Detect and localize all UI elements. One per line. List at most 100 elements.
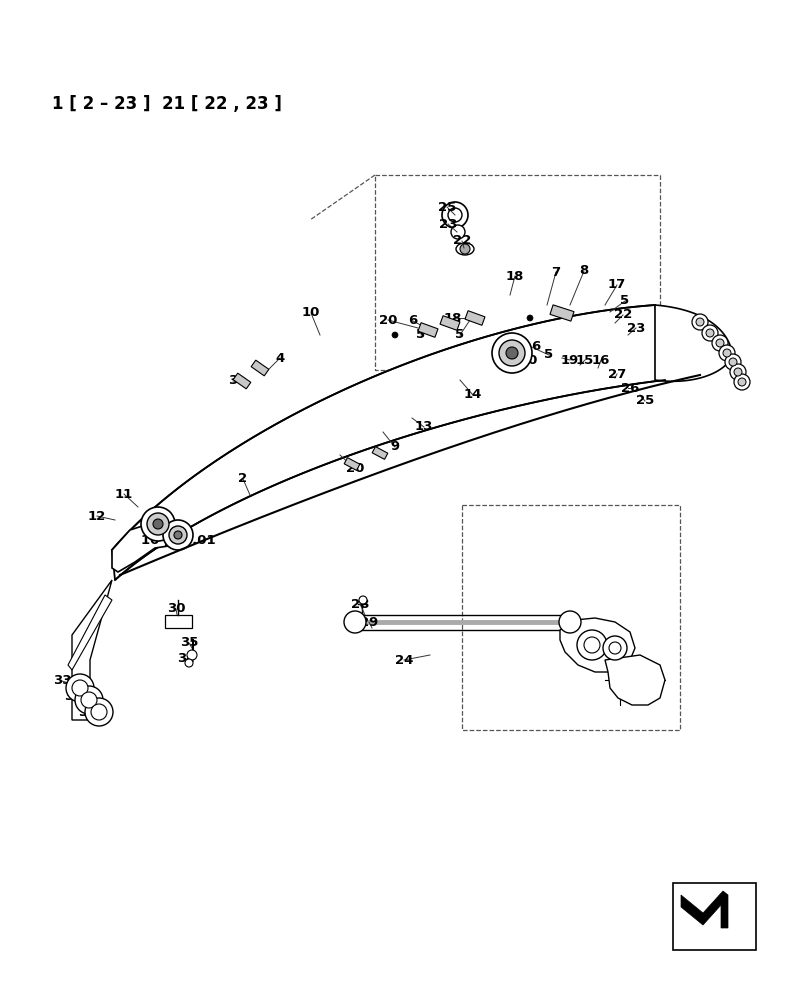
Circle shape [174,531,182,539]
Circle shape [724,354,740,370]
Circle shape [728,358,736,366]
Polygon shape [560,618,634,672]
Text: 32: 32 [64,690,82,704]
Text: 31: 31 [78,706,96,719]
Ellipse shape [456,243,474,255]
Text: 5: 5 [455,328,464,342]
Text: 6: 6 [530,340,540,354]
Polygon shape [418,323,437,337]
Circle shape [450,225,465,239]
Circle shape [358,596,367,604]
Polygon shape [112,305,664,580]
Polygon shape [465,311,484,325]
Circle shape [169,526,187,544]
Text: 33: 33 [53,674,71,688]
Circle shape [185,659,193,667]
Polygon shape [251,360,268,376]
Circle shape [147,513,169,535]
Circle shape [702,325,717,341]
Polygon shape [72,580,112,720]
Polygon shape [68,595,112,670]
Circle shape [187,650,197,660]
Text: 2: 2 [238,473,247,486]
Text: 23: 23 [626,322,645,334]
Bar [672,883,755,950]
Circle shape [577,630,607,660]
Text: 18: 18 [444,312,461,326]
Circle shape [695,318,703,326]
Text: 23: 23 [438,218,457,231]
Circle shape [505,347,517,359]
Circle shape [344,611,366,633]
Text: 22: 22 [613,308,631,322]
Text: 20: 20 [518,354,537,366]
Circle shape [722,349,730,357]
Circle shape [491,333,531,373]
Text: 25: 25 [635,394,654,408]
Circle shape [72,680,88,696]
Text: 5: 5 [416,328,425,342]
Circle shape [460,244,470,254]
Text: 28: 28 [350,597,369,610]
Circle shape [152,519,163,529]
Polygon shape [371,447,388,459]
Text: 22: 22 [453,234,470,247]
Text: 8: 8 [579,264,588,277]
Text: 5: 5 [620,294,629,308]
Circle shape [705,329,713,337]
Text: 29: 29 [359,615,378,628]
Circle shape [691,314,707,330]
Circle shape [85,698,113,726]
Text: 24: 24 [394,654,413,666]
Text: 12: 12 [88,510,106,522]
Polygon shape [440,316,459,330]
Circle shape [91,704,107,720]
Text: 3: 3 [228,374,238,387]
Polygon shape [233,373,251,389]
Text: 13: 13 [414,420,432,434]
Circle shape [75,686,103,714]
Circle shape [733,374,749,390]
Circle shape [66,674,94,702]
Circle shape [163,520,193,550]
Text: 19: 19 [560,354,578,366]
Text: 4: 4 [275,352,285,364]
Polygon shape [165,615,191,628]
Text: 1 [ 2 – 23 ]  21 [ 22 , 23 ]: 1 [ 2 – 23 ] 21 [ 22 , 23 ] [52,95,281,113]
Circle shape [441,202,467,228]
Polygon shape [549,305,573,321]
Circle shape [715,339,723,347]
Text: 27: 27 [607,367,625,380]
Text: 35: 35 [179,636,198,650]
Text: 30: 30 [166,602,185,615]
Circle shape [737,378,745,386]
Circle shape [608,642,620,654]
Circle shape [718,345,734,361]
Polygon shape [604,655,664,705]
Text: 10: 10 [302,306,320,320]
Polygon shape [654,305,729,381]
Circle shape [448,208,461,222]
Text: 10 , 20.01: 10 , 20.01 [140,534,215,546]
Text: 6: 6 [408,314,417,328]
Text: 25: 25 [437,201,456,214]
Circle shape [558,611,581,633]
Text: 14: 14 [463,388,482,401]
Text: 5: 5 [543,349,553,361]
Text: 16: 16 [591,354,609,366]
Circle shape [141,507,175,541]
Polygon shape [344,458,359,470]
Circle shape [729,364,745,380]
Circle shape [603,636,626,660]
Text: 20: 20 [379,314,397,326]
Text: 15: 15 [575,354,594,366]
Text: 26: 26 [620,381,638,394]
Text: 20: 20 [345,462,364,476]
Text: 34: 34 [177,652,195,666]
Text: 11: 11 [114,488,133,500]
Circle shape [392,332,397,338]
Text: 7: 7 [551,265,560,278]
Text: 17: 17 [607,278,625,292]
Circle shape [733,368,741,376]
Circle shape [499,340,525,366]
